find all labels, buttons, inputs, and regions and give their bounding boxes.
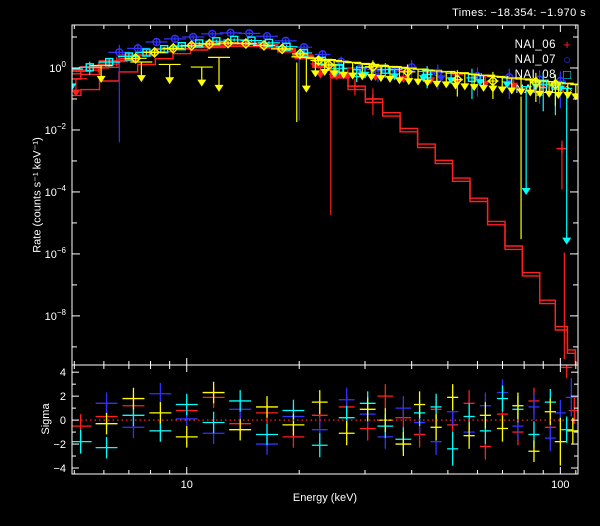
svg-text:−4: −4 xyxy=(53,463,66,475)
circle-marker-icon: ○ xyxy=(563,52,571,67)
legend-item-nai06: NAI_06 + xyxy=(515,37,578,52)
svg-text:10−6: 10−6 xyxy=(45,246,67,261)
legend-label: NAI_06 xyxy=(514,38,556,51)
svg-text:10: 10 xyxy=(181,479,193,491)
svg-text:0: 0 xyxy=(60,415,66,427)
main-panel xyxy=(72,28,578,365)
axes: 10 100 100 10−2 10−4 10−6 10−8 4 2 0 −2 −4 xyxy=(45,24,579,491)
square-marker-icon: □ xyxy=(563,67,571,82)
svg-text:4: 4 xyxy=(60,367,66,379)
legend-item-nai07: NAI_07 ○ xyxy=(515,52,578,67)
sigma-panel xyxy=(72,365,578,466)
y-axis-label: Rate (counts s⁻¹ keV⁻¹) xyxy=(31,137,44,253)
svg-text:100: 100 xyxy=(49,60,66,75)
svg-text:2: 2 xyxy=(60,391,66,403)
sigma-axis-label: Sigma xyxy=(40,403,52,435)
legend-item-nai08: NAI_08 □ xyxy=(515,67,578,82)
svg-text:100: 100 xyxy=(551,479,569,491)
svg-text:−2: −2 xyxy=(53,439,66,451)
legend-label: NAI_08 xyxy=(515,69,556,81)
x-axis-label: Energy (keV) xyxy=(292,492,358,504)
svg-text:10−4: 10−4 xyxy=(45,184,67,199)
svg-text:10−8: 10−8 xyxy=(45,308,67,323)
plot-title: Times: −18.354: −1.970 s xyxy=(452,7,586,19)
legend-label: NAI_07 xyxy=(514,53,556,66)
plus-marker-icon: + xyxy=(563,37,571,52)
svg-text:10−2: 10−2 xyxy=(45,122,67,137)
